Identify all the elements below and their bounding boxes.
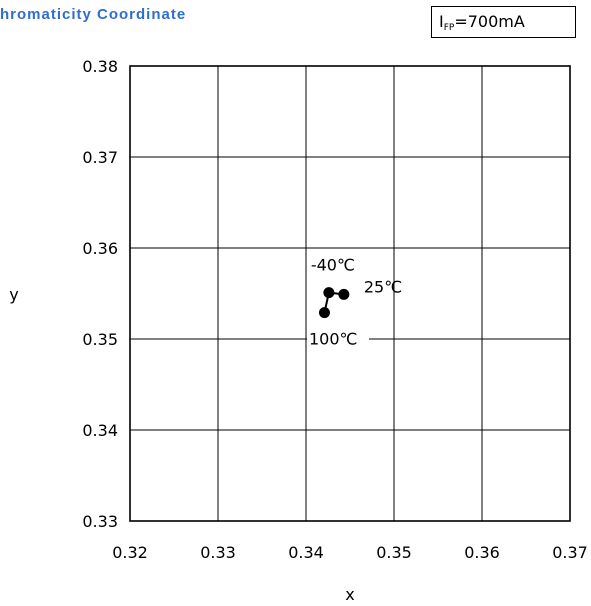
y-tick-label: 0.34 xyxy=(82,421,118,440)
x-tick-label: 0.34 xyxy=(288,543,324,562)
x-tick-label: 0.35 xyxy=(376,543,412,562)
y-axis-label: y xyxy=(9,285,18,304)
data-point xyxy=(338,288,350,300)
y-tick-label: 0.37 xyxy=(82,148,118,167)
x-tick-label: 0.33 xyxy=(200,543,236,562)
y-tick-label: 0.38 xyxy=(82,57,118,76)
point-label: -40℃ xyxy=(311,256,355,275)
data-series: -40℃ 25℃ 100℃ xyxy=(307,256,402,349)
label-background xyxy=(307,328,369,349)
y-tick-label: 0.36 xyxy=(82,239,118,258)
chart-title: hromaticity Coordinate xyxy=(0,6,187,23)
data-point xyxy=(318,307,330,319)
data-point xyxy=(323,287,335,299)
x-axis-label: x xyxy=(345,585,354,604)
plot-frame xyxy=(129,65,571,522)
x-tick-label: 0.36 xyxy=(464,543,500,562)
x-tick-labels: 0.32 0.33 0.34 0.35 0.36 0.37 xyxy=(112,543,588,562)
y-tick-labels: 0.33 0.34 0.35 0.36 0.37 0.38 xyxy=(82,57,118,531)
y-tick-label: 0.35 xyxy=(82,330,118,349)
x-tick-label: 0.32 xyxy=(112,543,148,562)
y-tick-label: 0.33 xyxy=(82,512,118,531)
grid-lines xyxy=(130,66,570,521)
point-label: 100℃ xyxy=(309,330,358,349)
condition-value: =700mA xyxy=(454,12,525,31)
condition-subscript: FP xyxy=(443,23,455,33)
point-label: 25℃ xyxy=(364,277,402,296)
condition-symbol: I xyxy=(439,12,444,31)
x-tick-label: 0.37 xyxy=(552,543,588,562)
condition-box: IFP=700mA xyxy=(431,6,576,38)
